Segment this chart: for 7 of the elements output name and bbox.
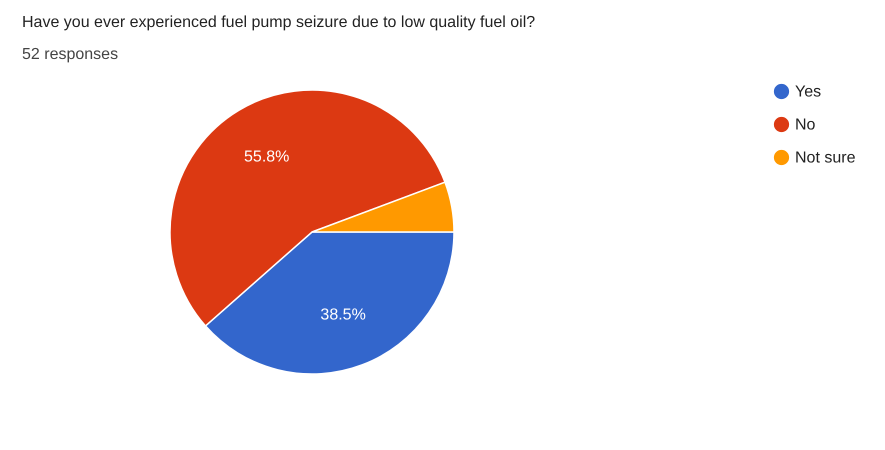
- data-label: 38.5%: [320, 306, 366, 324]
- legend-label: No: [795, 116, 816, 134]
- chart-title: Have you ever experienced fuel pump seizure due to low quality fuel oil?: [22, 14, 536, 31]
- legend-label: Yes: [795, 84, 822, 100]
- legend-label: Not sure: [795, 150, 856, 166]
- chart-subtitle: 52 responses: [22, 46, 118, 63]
- data-label: 55.8%: [244, 148, 290, 166]
